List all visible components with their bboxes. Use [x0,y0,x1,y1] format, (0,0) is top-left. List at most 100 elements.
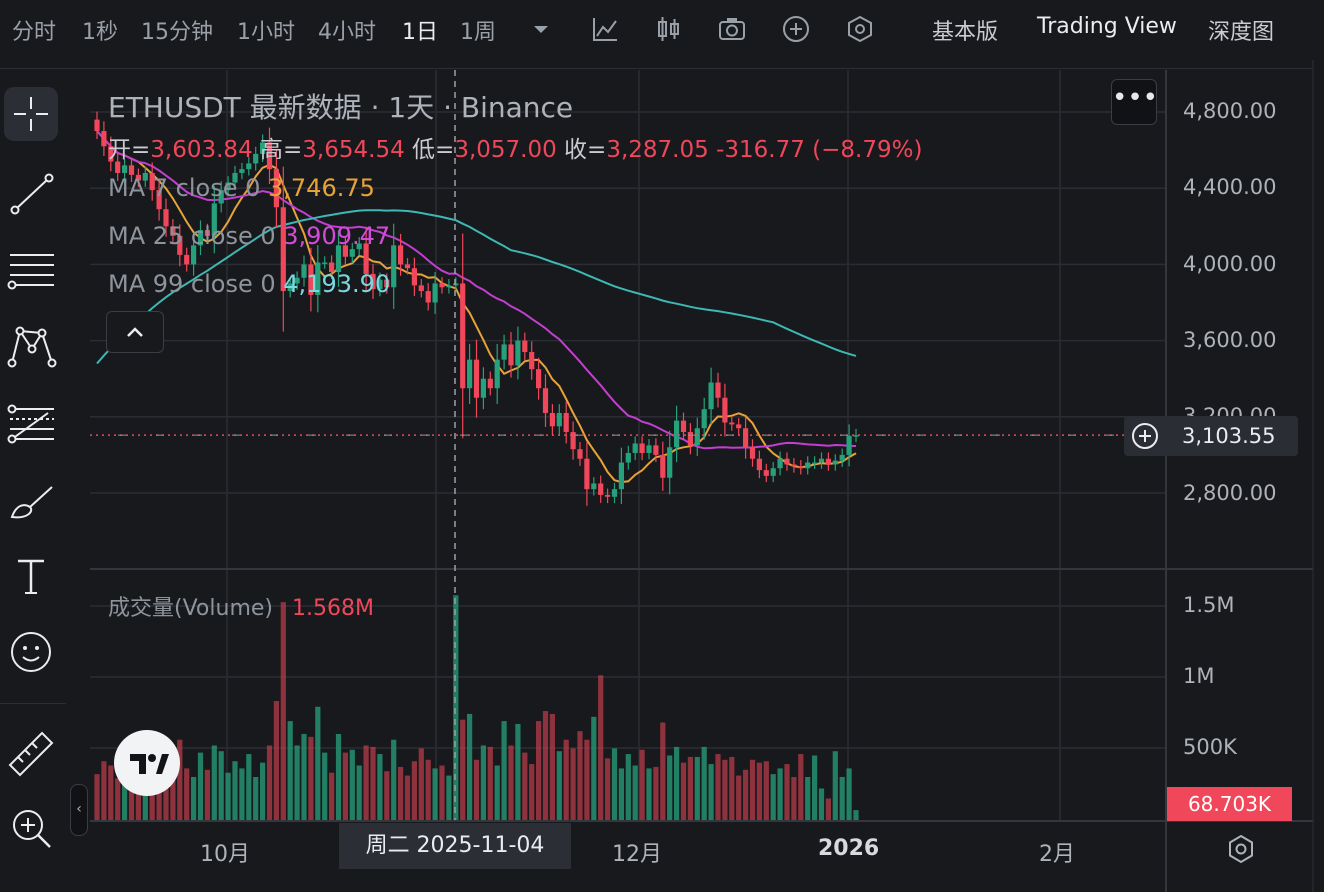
candle-body [680,420,687,433]
chevron-down-icon[interactable] [526,14,556,44]
interval-4h[interactable]: 4小时 [318,20,376,45]
price-tick: 3,600.00 [1183,328,1277,352]
volume-bar [494,765,500,820]
ma25-legend[interactable]: MA 25 close 0 3,909.47 [108,222,390,250]
candle-body [170,226,176,236]
indicator-line-icon[interactable] [590,14,620,44]
ma7-label: MA 7 close 0 [108,174,261,202]
candle-body [260,142,266,154]
crosshair-icon[interactable] [4,87,58,141]
hexagon-settings-icon[interactable] [845,14,875,44]
volume-bar [128,777,135,820]
add-alert-icon[interactable] [1130,422,1160,450]
candle-body [294,277,300,284]
top-toolbar: 分时 1秒 15分钟 1小时 4小时 1日 1周 基本版 Trading Vie… [0,0,1324,60]
candle-body [184,254,190,265]
interval-timeline[interactable]: 分时 [12,20,57,45]
tradingview-logo[interactable] [114,730,180,796]
candle-body [798,466,804,469]
candle-body [108,146,114,162]
volume-bar [335,734,342,820]
current-price-tag[interactable]: 3,103.55 [1124,416,1298,456]
candle-body [356,243,362,250]
pattern-icon[interactable] [4,319,58,373]
ruler-icon[interactable] [4,727,58,781]
volume-bar [763,761,769,820]
view-basic[interactable]: 基本版 [932,20,999,45]
text-icon[interactable] [4,549,58,603]
view-depth[interactable]: 深度图 [1208,20,1275,45]
interval-1w[interactable]: 1周 [460,20,496,45]
ma25-label: MA 25 close 0 [108,222,276,250]
volume-bar [749,759,756,820]
view-tradingview[interactable]: Trading View [1037,14,1177,39]
volume-bar [522,752,528,820]
candle-body [384,279,390,288]
zoom-in-icon[interactable] [4,801,58,855]
volume-bar [280,602,286,820]
high-label: 高= [260,137,303,163]
candle-body [342,245,348,257]
plus-circle-icon[interactable] [781,14,811,44]
volume-bar [542,711,549,820]
volume-bar [632,765,638,820]
candle-body [639,443,645,453]
volume-bar [294,745,300,820]
close-label: 收= [564,137,607,163]
volume-bar [805,777,811,820]
emoji-icon[interactable] [4,625,58,679]
time-label: 10月 [200,842,250,867]
volume-bar [577,731,583,820]
candle-body [542,388,549,413]
volume-bar [549,713,555,820]
candle-body [94,119,100,132]
candle-body [556,412,562,427]
candle-body [715,382,721,398]
candle-body [446,285,452,288]
volume-bar [777,768,783,820]
interval-1d[interactable]: 1日 [402,20,438,45]
interval-15m[interactable]: 15分钟 [141,20,213,45]
candle-body [687,432,693,446]
volume-bar [487,746,493,820]
interval-1s[interactable]: 1秒 [82,20,118,45]
ma99-legend[interactable]: MA 99 close 0 4,193.90 [108,270,390,298]
candle-body [273,169,279,208]
candle-body [839,454,845,461]
volume-bar [101,761,107,820]
more-options-button[interactable]: ••• [1111,79,1158,125]
trend-line-icon[interactable] [4,167,58,221]
brush-icon[interactable] [4,473,58,527]
interval-1h[interactable]: 1小时 [237,20,295,45]
candle-body [467,359,473,389]
volume-bar [246,754,252,820]
candle-body [453,283,459,286]
volume-bar [370,746,376,820]
candle-body [770,468,776,476]
candles-icon[interactable] [654,14,684,44]
time-label: 2月 [1039,842,1075,867]
camera-icon[interactable] [717,14,747,44]
volume-bar [818,788,825,820]
ma7-line [96,130,857,484]
horizontal-lines-icon[interactable] [4,243,58,297]
volume-bar [680,762,687,820]
symbol-title: ETHUSDT 最新数据 · 1天 · Binance [108,91,574,124]
ma7-legend[interactable]: MA 7 close 0 3,746.75 [108,174,375,202]
candle-body [225,182,231,191]
toolbar-collapse-handle[interactable]: ‹ [70,784,88,836]
volume-bar [770,774,776,820]
fib-icon[interactable] [4,397,58,451]
volume-bar [798,754,804,820]
volume-bar [308,736,314,820]
candle-body [763,470,769,476]
volume-bar [377,754,383,820]
volume-legend[interactable]: 成交量(Volume) 1.568M [108,590,374,622]
volume-bar [349,749,355,820]
volume-bar [508,745,514,820]
chart-settings-icon[interactable] [1224,832,1258,866]
candle-body [322,262,328,264]
volume-label: 成交量(Volume) [108,596,273,621]
legend-collapse-button[interactable] [106,311,164,353]
